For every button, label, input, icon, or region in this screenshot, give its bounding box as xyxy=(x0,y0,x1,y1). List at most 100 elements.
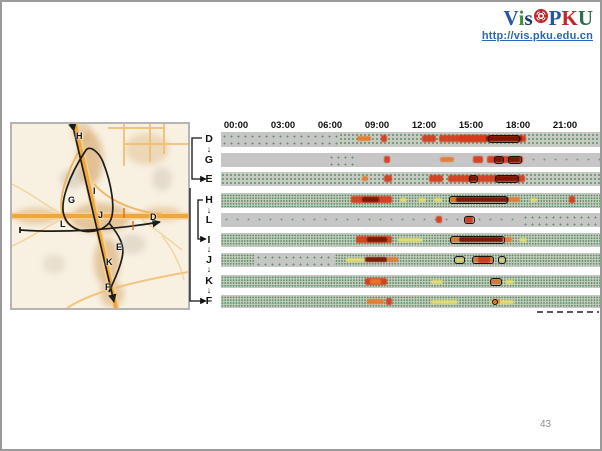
heat-blob xyxy=(469,176,478,181)
logo-letter: K xyxy=(561,6,578,30)
pku-seal-icon xyxy=(533,9,548,23)
highlight-outline-box xyxy=(468,175,478,183)
heat-blob xyxy=(430,280,444,284)
highlight-outline-box xyxy=(489,278,503,286)
heat-blob xyxy=(477,256,491,263)
dot-texture xyxy=(221,276,600,287)
heat-blob xyxy=(485,136,522,141)
logo-letter: i xyxy=(518,6,525,30)
timeline-chart: 00:00 03:00 06:00 09:00 12:00 15:00 18:00 21:00 xyxy=(221,120,600,316)
heat-blob xyxy=(357,136,372,141)
dot-texture xyxy=(335,254,600,266)
tiny-dashes-mark xyxy=(537,311,599,313)
heat-blob xyxy=(418,198,427,202)
timeline-row-D xyxy=(221,132,600,147)
heat-blob xyxy=(449,197,458,202)
dot-texture xyxy=(521,214,600,226)
heat-blob xyxy=(369,279,381,284)
map-label-L: L xyxy=(60,219,66,229)
timeline-row-H xyxy=(221,193,600,208)
heat-blob xyxy=(459,237,503,242)
logo-letter: U xyxy=(577,6,593,30)
dot-texture xyxy=(255,254,336,266)
timeline-row-F xyxy=(221,295,600,308)
dot-texture xyxy=(221,214,522,226)
highlight-outline-box xyxy=(488,135,521,143)
heat-blob xyxy=(495,176,519,181)
map-label-F: F xyxy=(105,282,111,292)
highlight-outline-box xyxy=(492,299,499,305)
heat-blob xyxy=(456,197,510,202)
map-label-J: J xyxy=(98,210,104,220)
dot-texture xyxy=(327,154,356,166)
flow-labels: D ↓ G E H ↓ L I ↓ J ↓ K ↓ F xyxy=(200,120,218,320)
highlight-outline-box xyxy=(493,156,504,164)
logo-wordmark: Vis PKU xyxy=(503,6,593,30)
row-label-F: F xyxy=(205,295,213,307)
flow-down-arrow: ↓ xyxy=(206,144,212,154)
vispku-logo: Vis PKU http://vis.pku.edu.cn xyxy=(463,7,593,42)
row-label-J: J xyxy=(206,254,212,266)
heat-blob xyxy=(366,299,384,304)
timeline-row-J xyxy=(221,253,600,267)
heat-blob xyxy=(448,175,525,182)
time-tick-label: 15:00 xyxy=(458,120,484,131)
heat-blob xyxy=(436,216,442,223)
dot-texture xyxy=(221,133,339,146)
heat-blob xyxy=(568,196,576,203)
heat-blob xyxy=(380,135,388,142)
heat-blob xyxy=(487,156,524,163)
highlight-outline-box xyxy=(448,196,508,204)
map-label-G: G xyxy=(68,195,76,205)
timeline-row-I xyxy=(221,233,600,247)
highlight-outline-box xyxy=(471,256,495,264)
row-label-D: D xyxy=(205,133,213,145)
heat-blob xyxy=(365,257,388,262)
map-label-I: I xyxy=(93,186,96,196)
flow-down-arrow: ↓ xyxy=(206,285,212,295)
row-label-E: E xyxy=(205,173,213,185)
heat-blob xyxy=(508,157,521,162)
row-label-L: L xyxy=(205,214,213,226)
dot-texture xyxy=(528,154,600,166)
heat-blob xyxy=(429,175,444,182)
time-tick-label: 09:00 xyxy=(364,120,390,131)
heat-blob xyxy=(362,197,380,202)
highlight-outline-box xyxy=(463,216,475,224)
timeline-row-L xyxy=(221,213,600,227)
map-label-D: D xyxy=(150,212,157,222)
dot-texture xyxy=(221,254,256,266)
map-label-K: K xyxy=(106,257,113,267)
logo-letter: s xyxy=(524,6,533,30)
flow-down-arrow: ↓ xyxy=(206,205,212,215)
heat-blob xyxy=(346,258,366,262)
heat-blob xyxy=(440,157,455,162)
row-label-H: H xyxy=(205,194,213,206)
heat-blob xyxy=(387,257,399,262)
flow-down-arrow: ↓ xyxy=(206,264,212,274)
heat-blob xyxy=(518,238,527,242)
heat-blob xyxy=(366,237,388,242)
highlight-outline-box xyxy=(497,256,507,264)
heat-blob xyxy=(362,176,369,181)
heat-blob xyxy=(385,298,392,305)
heat-blob xyxy=(509,197,521,202)
heat-blob xyxy=(451,237,460,242)
heat-blob xyxy=(398,238,424,242)
timeline-row-K xyxy=(221,275,600,288)
row-label-I: I xyxy=(207,234,211,246)
dot-texture xyxy=(221,173,600,185)
heat-blob xyxy=(455,258,464,262)
heat-blob xyxy=(465,216,474,223)
highlight-outline-box xyxy=(495,175,520,183)
logo-letter: P xyxy=(548,6,562,30)
page-number: 43 xyxy=(540,419,552,430)
dot-texture xyxy=(221,194,600,207)
highlight-outline-box xyxy=(454,256,466,264)
logo-url-link[interactable]: http://vis.pku.edu.cn xyxy=(481,30,593,42)
logo-letter: V xyxy=(503,6,519,30)
time-tick-label: 06:00 xyxy=(317,120,343,131)
heat-blob xyxy=(504,280,514,284)
